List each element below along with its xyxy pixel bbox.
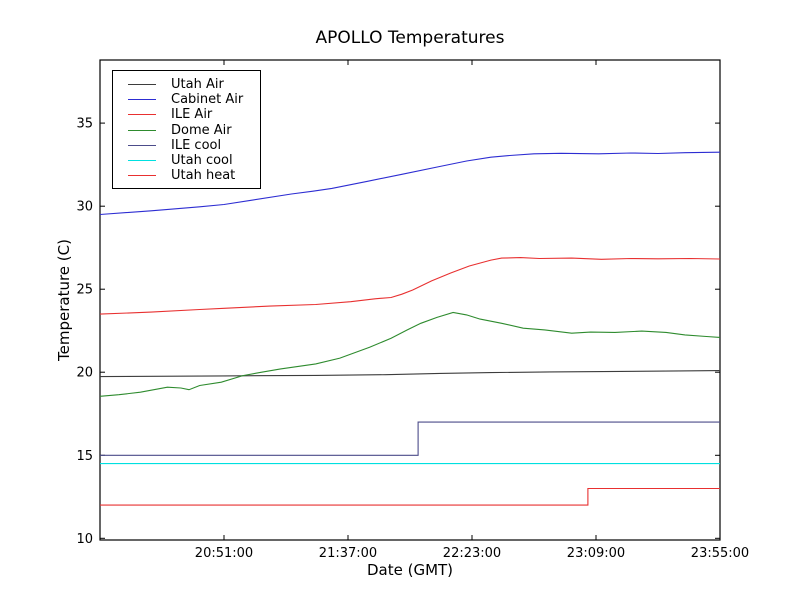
legend-item-label: Utah heat bbox=[171, 168, 236, 184]
legend-item: Utah cool bbox=[113, 153, 260, 168]
legend-item: ILE Air bbox=[113, 107, 260, 122]
y-tick-label: 25 bbox=[76, 283, 93, 298]
y-tick-label: 10 bbox=[76, 532, 93, 547]
legend-item: Cabinet Air bbox=[113, 92, 260, 107]
series-line-cabinet-air bbox=[99, 151, 721, 216]
y-tick-label: 15 bbox=[76, 449, 93, 464]
x-tick-label: 23:09:00 bbox=[567, 546, 625, 561]
legend-line-swatch bbox=[128, 144, 156, 146]
legend-item: Utah heat bbox=[113, 168, 260, 183]
legend-item-label: ILE cool bbox=[171, 137, 222, 153]
y-tick-label: 35 bbox=[76, 117, 93, 132]
legend-line-swatch bbox=[128, 160, 156, 162]
x-tick-label: 23:55:00 bbox=[691, 546, 749, 561]
legend-line-swatch bbox=[128, 175, 156, 177]
legend-item-label: Cabinet Air bbox=[171, 92, 244, 108]
y-tick-label: 20 bbox=[76, 366, 93, 381]
series-line-utah-heat bbox=[100, 487, 720, 506]
legend: Utah Air Cabinet Air ILE Air Dome Air ILE co… bbox=[112, 70, 261, 189]
series-line-utah-air bbox=[99, 370, 721, 378]
y-tick-label: 30 bbox=[76, 200, 93, 215]
legend-item-label: Utah cool bbox=[171, 153, 233, 169]
legend-item: Dome Air bbox=[113, 123, 260, 138]
series-line-ile-cool bbox=[100, 421, 720, 456]
legend-line-swatch bbox=[128, 84, 156, 86]
legend-item-label: Dome Air bbox=[171, 122, 232, 138]
series-line-ile-air bbox=[99, 257, 721, 315]
chart-title: APOLLO Temperatures bbox=[315, 28, 505, 48]
legend-line-swatch bbox=[128, 114, 156, 116]
legend-line-swatch bbox=[128, 129, 156, 131]
series-line-dome-air bbox=[99, 311, 721, 397]
y-axis-label: Temperature (C) bbox=[55, 239, 73, 361]
legend-item: Utah Air bbox=[113, 77, 260, 92]
x-axis-label: Date (GMT) bbox=[366, 561, 454, 579]
axes-frame bbox=[99, 59, 721, 541]
x-tick-label: 21:37:00 bbox=[319, 546, 377, 561]
legend-item-label: ILE Air bbox=[171, 107, 213, 123]
x-tick-label: 22:23:00 bbox=[443, 546, 501, 561]
legend-line-swatch bbox=[128, 99, 156, 101]
legend-item-label: Utah Air bbox=[171, 77, 224, 93]
x-tick-label: 20:51:00 bbox=[195, 546, 253, 561]
legend-item: ILE cool bbox=[113, 138, 260, 153]
